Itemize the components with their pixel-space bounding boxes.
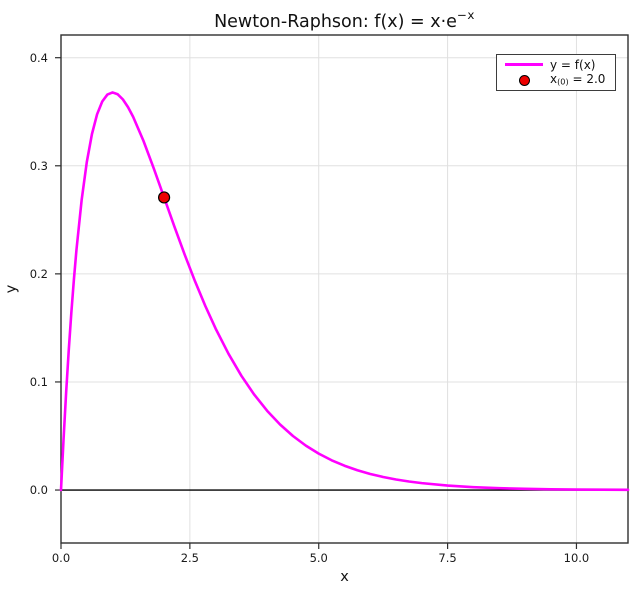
y-tick-label: 0.3 xyxy=(29,158,48,173)
legend: y = f(x) x(0) = 2.0 xyxy=(496,54,616,91)
y-tick-label: 0.1 xyxy=(29,374,48,389)
x-tick-label: 5.0 xyxy=(309,551,328,565)
y-tick-label: 0.0 xyxy=(29,483,48,498)
chart-title-exponent: −x xyxy=(456,8,475,22)
x-tick-label: 7.5 xyxy=(438,551,457,565)
legend-label-point: x(0) = 2.0 xyxy=(550,72,606,87)
x-tick-label: 0.0 xyxy=(51,551,71,565)
legend-line-swatch xyxy=(505,63,543,66)
legend-entry-curve: y = f(x) xyxy=(503,57,615,73)
plot-frame xyxy=(60,34,629,544)
x-tick-label: 10.0 xyxy=(563,551,590,565)
chart-title-text: Newton-Raphson: f(x) = x·e xyxy=(214,11,457,32)
x-axis-label: x xyxy=(340,569,349,585)
y-tick-label: 0.4 xyxy=(29,50,48,65)
y-tick-label: 0.2 xyxy=(29,266,48,281)
legend-swatch-column xyxy=(503,63,545,66)
function-curve xyxy=(59,91,630,492)
y-axis-label: y xyxy=(3,284,20,294)
chart-title: Newton-Raphson: f(x) = x·e−x xyxy=(61,2,628,32)
initial-point xyxy=(157,191,171,204)
legend-entry-point: x(0) = 2.0 xyxy=(503,72,615,89)
legend-marker-swatch xyxy=(518,75,530,86)
legend-swatch-column xyxy=(503,75,545,86)
x-tick-label: 2.5 xyxy=(180,551,200,565)
legend-label-curve: y = f(x) xyxy=(550,57,596,72)
